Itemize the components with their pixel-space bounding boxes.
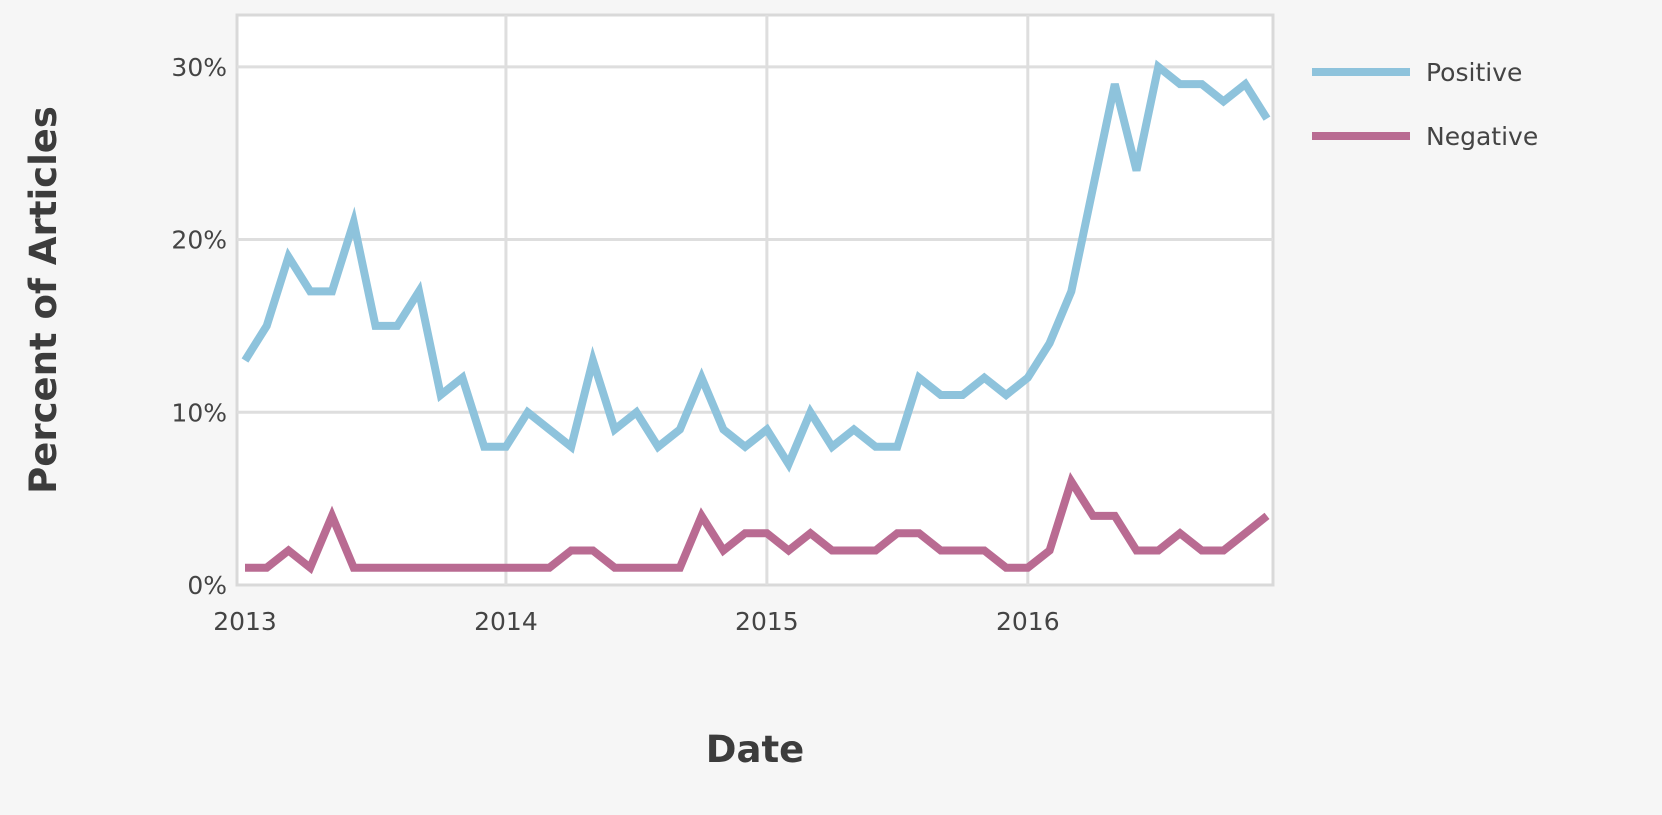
legend: Positive Negative — [1312, 58, 1538, 151]
x-tick-labels: 2013 2014 2015 2016 — [213, 607, 1059, 636]
x-tick-label: 2016 — [996, 607, 1060, 636]
x-tick-label: 2015 — [735, 607, 799, 636]
y-tick-label: 0% — [187, 571, 227, 600]
legend-label-negative: Negative — [1426, 122, 1538, 151]
x-tick-label: 2014 — [474, 607, 538, 636]
y-tick-label: 30% — [171, 53, 227, 82]
y-tick-label: 10% — [171, 398, 227, 427]
y-axis-title: Percent of Articles — [22, 106, 65, 494]
series-line-negative — [245, 471, 1270, 575]
y-tick-labels: 0% 10% 20% 30% — [171, 53, 227, 600]
x-axis-title: Date — [706, 728, 804, 771]
y-tick-label: 20% — [171, 226, 227, 255]
x-tick-label: 2013 — [213, 607, 277, 636]
series-layer — [241, 59, 1271, 575]
series-line-positive — [241, 59, 1271, 473]
legend-label-positive: Positive — [1426, 58, 1522, 87]
grid-lines — [237, 15, 1273, 585]
